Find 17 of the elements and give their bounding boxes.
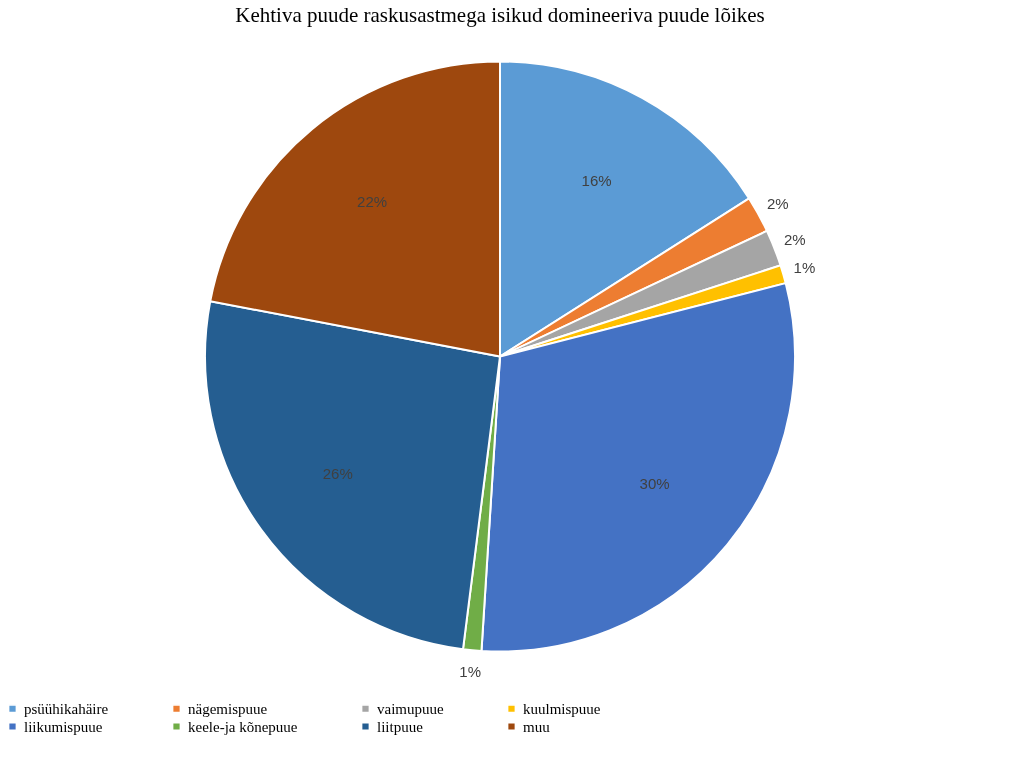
legend-label: keele-ja kõnepuue <box>188 718 298 735</box>
data-label: 1% <box>793 259 816 277</box>
data-label: 22% <box>357 192 388 210</box>
data-label: 2% <box>766 194 789 212</box>
legend-label: muu <box>523 718 551 735</box>
legend-label: kuulmispuue <box>523 700 601 717</box>
legend-label: psüühikahäire <box>24 700 109 717</box>
data-label: 26% <box>322 465 353 483</box>
data-label: 2% <box>783 230 806 248</box>
data-label: 16% <box>581 171 612 189</box>
legend-label: nägemispuue <box>188 700 268 717</box>
chart-title: Kehtiva puude raskusastmega isikud domineeriva puude lõikes <box>235 3 765 27</box>
data-label: 30% <box>639 475 670 493</box>
legend-label: liitpuue <box>377 718 424 735</box>
legend-label: vaimupuue <box>377 700 444 717</box>
legend-label: liikumispuue <box>24 718 103 735</box>
data-label: 1% <box>459 663 482 681</box>
